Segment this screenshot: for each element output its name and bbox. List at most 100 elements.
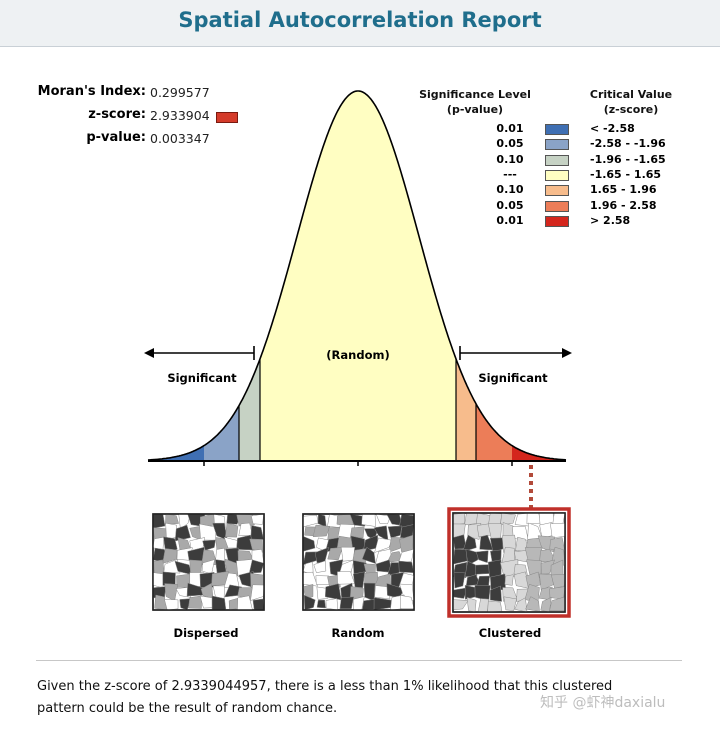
map-polygon bbox=[398, 560, 415, 573]
legend-swatch bbox=[545, 215, 569, 227]
map-polygon bbox=[302, 584, 314, 600]
map-polygon bbox=[152, 513, 166, 529]
zscore-label: z-score: bbox=[88, 107, 146, 122]
map-polygon bbox=[353, 571, 366, 589]
conclusion-line-1: Given the z-score of 2.9339044957, there… bbox=[37, 679, 613, 694]
curve-band bbox=[512, 445, 566, 461]
map-polygon bbox=[162, 548, 178, 564]
map-polygon bbox=[225, 523, 239, 538]
map-polygon bbox=[249, 538, 264, 553]
map-polygon bbox=[526, 512, 541, 525]
critical-header-line1: Critical Value bbox=[589, 88, 673, 101]
map-polygon bbox=[398, 548, 415, 563]
left-significant-label: Significant bbox=[167, 371, 237, 385]
right-arrow-head-icon bbox=[562, 348, 572, 358]
clustered-label: Clustered bbox=[478, 626, 542, 640]
map-polygon bbox=[350, 526, 365, 539]
map-polygon bbox=[165, 522, 177, 540]
legend-zscore-range: 1.65 - 1.96 bbox=[590, 183, 657, 197]
map-polygon bbox=[174, 524, 191, 542]
map-polygon bbox=[249, 559, 265, 574]
map-polygon bbox=[340, 546, 355, 562]
significance-header-line2: (p-value) bbox=[446, 103, 504, 116]
map-polygon bbox=[464, 560, 478, 577]
section-divider bbox=[36, 660, 682, 661]
map-polygon bbox=[452, 512, 466, 526]
legend-swatch bbox=[545, 200, 569, 212]
bell-curve-outline bbox=[147, 90, 567, 461]
map-polygon bbox=[374, 537, 393, 553]
map-border bbox=[152, 513, 265, 611]
legend-swatch bbox=[545, 185, 569, 197]
curve-band bbox=[239, 358, 260, 461]
legend-zscore-range: > 2.58 bbox=[590, 213, 631, 227]
legend-zscore-range: 1.96 - 2.58 bbox=[590, 198, 657, 212]
curve-band bbox=[260, 91, 456, 461]
map-polygon bbox=[313, 560, 327, 573]
legend-pvalue: 0.10 bbox=[496, 152, 524, 166]
legend-row: 0.05 -2.58 - -1.96 bbox=[0, 137, 720, 152]
map-polygon bbox=[250, 513, 264, 525]
curve-band bbox=[148, 445, 204, 461]
morans-index-row: Moran's Index: bbox=[0, 84, 146, 104]
map-polygon bbox=[339, 596, 355, 610]
clustered-highlight-frame bbox=[447, 507, 571, 618]
legend-row: 0.01 < -2.58 bbox=[0, 122, 720, 137]
conclusion-line-2: pattern could be the result of random ch… bbox=[37, 701, 338, 716]
map-border bbox=[452, 512, 566, 613]
map-border bbox=[302, 513, 415, 611]
left-arrow-head-icon bbox=[144, 348, 154, 358]
dispersed-pattern-map bbox=[152, 513, 265, 611]
legend-row: 0.05 1.96 - 2.58 bbox=[0, 199, 720, 214]
legend-pvalue: 0.01 bbox=[496, 122, 524, 135]
map-polygon bbox=[504, 574, 514, 586]
zscore-row: z-score: bbox=[0, 107, 146, 127]
map-polygon bbox=[503, 596, 517, 611]
random-label: (Random) bbox=[326, 348, 389, 362]
clustered-pattern-map bbox=[452, 512, 566, 613]
conclusion-text: Given the z-score of 2.9339044957, there… bbox=[37, 676, 677, 720]
map-polygon bbox=[303, 594, 316, 611]
map-polygon bbox=[375, 513, 391, 525]
legend-swatch bbox=[545, 154, 569, 166]
map-polygon bbox=[487, 600, 503, 613]
map-polygon bbox=[189, 559, 203, 575]
significance-level-header: Significance Level (p-value) bbox=[410, 87, 540, 117]
legend-pvalue: 0.01 bbox=[496, 213, 524, 227]
right-significant-label: Significant bbox=[478, 371, 548, 385]
legend-swatch bbox=[545, 124, 569, 135]
map-polygon bbox=[487, 559, 502, 578]
map-polygon bbox=[540, 559, 556, 575]
critical-value-header: Critical Value (z-score) bbox=[576, 87, 686, 117]
legend-row: 0.01 > 2.58 bbox=[0, 214, 720, 229]
curve-fill-regions bbox=[148, 91, 566, 461]
pvalue-label: p-value: bbox=[86, 130, 146, 145]
legend-row: 0.10 1.65 - 1.96 bbox=[0, 183, 720, 198]
normal-distribution-graphic: (Random) Significant Significant bbox=[144, 90, 572, 618]
critical-header-line2: (z-score) bbox=[603, 103, 659, 116]
dispersed-label: Dispersed bbox=[173, 626, 239, 640]
report-title: Spatial Autocorrelation Report bbox=[178, 8, 542, 32]
zscore-value: 2.933904 bbox=[150, 108, 210, 123]
map-polygon bbox=[188, 595, 202, 609]
random-map-label: Random bbox=[331, 626, 385, 640]
legend-row: --- -1.65 - 1.65 bbox=[0, 168, 720, 183]
map-polygon bbox=[462, 534, 477, 553]
map-polygon bbox=[387, 525, 403, 539]
legend-swatch bbox=[545, 169, 569, 181]
legend-row: 0.10 -1.96 - -1.65 bbox=[0, 153, 720, 168]
legend-pvalue: 0.05 bbox=[496, 137, 524, 151]
morans-index-label: Moran's Index: bbox=[37, 84, 146, 99]
map-polygon bbox=[550, 522, 566, 539]
legend-zscore-range: -1.96 - -1.65 bbox=[590, 152, 666, 166]
pvalue-row: p-value: bbox=[0, 130, 146, 150]
report-header: Spatial Autocorrelation Report bbox=[0, 0, 720, 47]
pvalue-value: 0.003347 bbox=[150, 131, 210, 146]
legend-swatch bbox=[545, 139, 569, 151]
map-polygon bbox=[312, 524, 331, 538]
morans-index-value: 0.299577 bbox=[150, 85, 210, 100]
map-polygon bbox=[252, 598, 265, 611]
random-pattern-map bbox=[302, 513, 415, 611]
curve-band bbox=[456, 358, 476, 461]
curve-dividers bbox=[238, 358, 477, 461]
